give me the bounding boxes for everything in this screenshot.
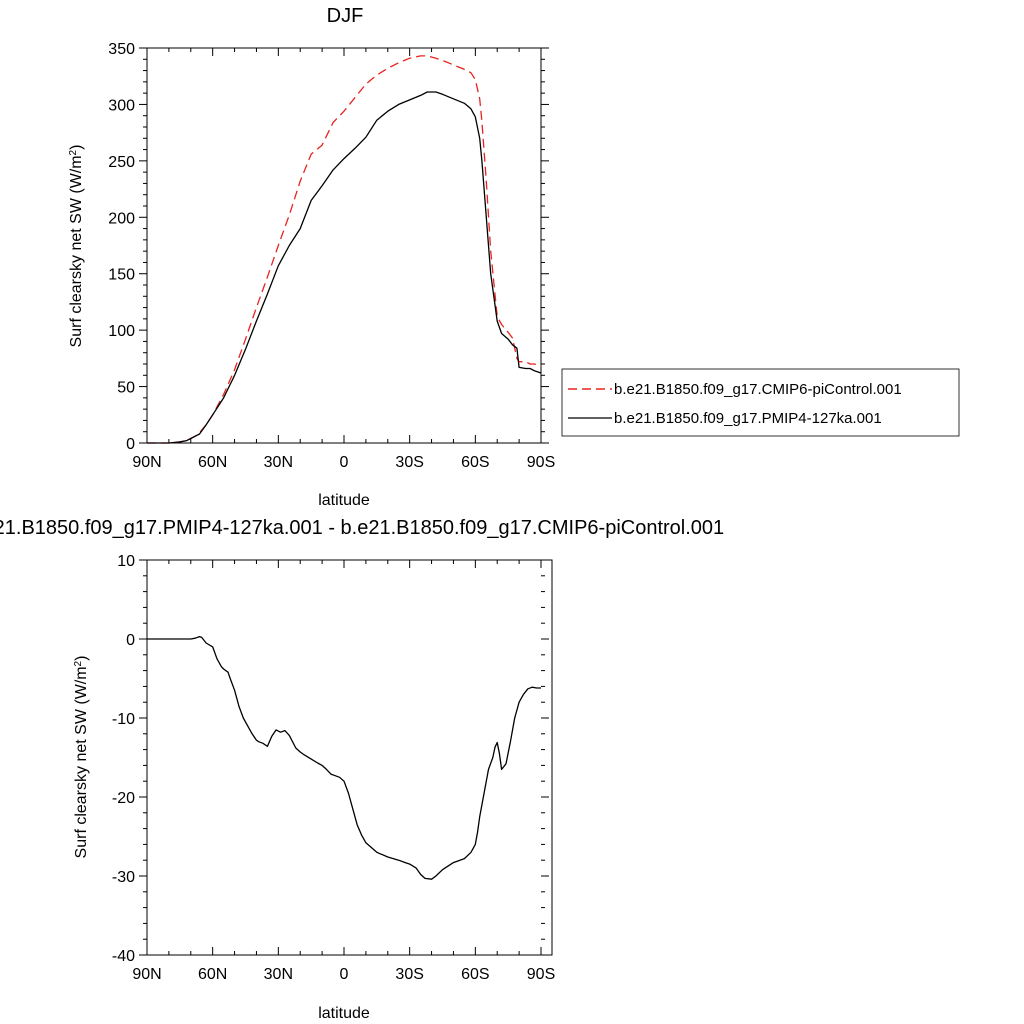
y-tick-label: 200 [108, 210, 135, 227]
chart-bottom-title: b.e21.B1850.f09_g17.PMIP4-127ka.001 - b.… [0, 517, 724, 539]
chart-top-ticks [139, 47, 549, 444]
y-tick-label: 350 [108, 41, 135, 58]
x-tick-label: 90N [132, 454, 161, 471]
x-tick-label: 0 [340, 966, 349, 983]
y-tick-label: 10 [117, 553, 135, 570]
chart-bottom: b.e21.B1850.f09_g17.PMIP4-127ka.001 - b.… [0, 517, 724, 1022]
chart-top-plot-frame [146, 47, 542, 444]
y-tick-label: 250 [108, 154, 135, 171]
x-tick-label: 0 [340, 454, 349, 471]
legend-label-picontrol: b.e21.B1850.f09_g17.CMIP6-piControl.001 [614, 381, 902, 398]
legend-box [561, 368, 960, 437]
chart-bottom-y-tick-labels: -40 -30 -20 -10 0 10 [112, 553, 135, 965]
chart-top-legend: b.e21.B1850.f09_g17.CMIP6-piControl.001 … [561, 368, 960, 437]
series-line-0-0 [147, 55, 542, 444]
chart-top-series-lines [147, 55, 542, 444]
chart-top-y-tick-labels: 0 50 100 150 200 250 300 350 [108, 41, 135, 453]
chart-top-x-tick-labels: 90N 60N 30N 0 30S 60S 90S [132, 454, 555, 471]
y-tick-label: 50 [117, 380, 135, 397]
y-tick-label: 0 [126, 436, 135, 453]
y-tick-label: 100 [108, 323, 135, 340]
chart-bottom-series-lines [147, 635, 541, 880]
y-tick-label: -30 [112, 869, 135, 886]
x-tick-label: 30N [264, 454, 293, 471]
y-tick-label: 300 [108, 97, 135, 114]
chart-bottom-x-tick-labels: 90N 60N 30N 0 30S 60S 90S [132, 966, 555, 983]
chart-bottom-plot-frame [146, 559, 553, 956]
chart-bottom-x-axis-label: latitude [318, 1005, 370, 1022]
y-tick-label: -20 [112, 790, 135, 807]
x-tick-label: 30S [395, 454, 423, 471]
legend-label-127ka: b.e21.B1850.f09_g17.PMIP4-127ka.001 [614, 410, 882, 427]
series-line-1-0 [147, 635, 541, 880]
chart-top-title: DJF [327, 5, 364, 27]
series-line-0-1 [147, 91, 542, 444]
x-tick-label: 60N [198, 454, 227, 471]
y-tick-label: 150 [108, 267, 135, 284]
x-tick-label: 30N [264, 966, 293, 983]
x-tick-label: 90N [132, 966, 161, 983]
x-tick-label: 30S [395, 966, 423, 983]
x-tick-label: 90S [527, 966, 555, 983]
y-tick-label: -40 [112, 948, 135, 965]
x-tick-label: 90S [527, 454, 555, 471]
chart-bottom-y-axis-label: Surf clearsky net SW (W/m2) [73, 656, 91, 859]
x-tick-label: 60S [461, 454, 489, 471]
chart-top: DJF 90N 60N 30N 0 30S 60S 90S 0 50 100 150 200 250 3… [68, 5, 960, 509]
chart-top-y-axis-label: Surf clearsky net SW (W/m2) [68, 145, 86, 348]
x-tick-label: 60N [198, 966, 227, 983]
chart-top-x-axis-label: latitude [318, 492, 370, 509]
x-tick-label: 60S [461, 966, 489, 983]
y-tick-label: -10 [112, 711, 135, 728]
y-tick-label: 0 [126, 632, 135, 649]
chart-bottom-ticks [139, 559, 549, 956]
